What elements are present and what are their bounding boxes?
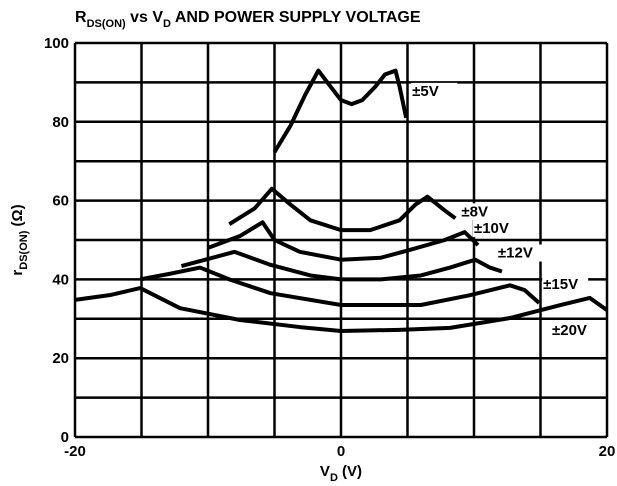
series-line [228,186,457,233]
y-label-part: DS(ON) [18,230,30,269]
label-bg [551,322,597,340]
label-bg [472,220,519,238]
x-label-part: V [320,463,330,480]
label-bg [542,276,589,294]
label-bg [496,244,543,262]
y-label-part: r [9,270,26,276]
x-axis-label: VD (V) [320,463,362,484]
x-label-part: (V) [338,463,362,480]
title-part: DS(ON) [87,18,126,30]
series-line [180,249,503,282]
y-tick-label: 40 [52,271,69,288]
series-label: ±12V [498,245,533,262]
y-tick-label: 60 [52,193,69,210]
y-axis-label: rDS(ON) (Ω) [9,204,30,275]
series-line [272,68,409,154]
label-bg [411,82,458,100]
series-label: ±8V [461,203,488,220]
series-label: ±15V [543,276,578,293]
title-part: AND POWER SUPPLY VOLTAGE [171,9,421,26]
y-tick-label: 0 [61,429,69,446]
title-part: D [163,18,171,30]
series-label: ±10V [474,220,509,237]
title-part: vs V [126,9,164,26]
series-label: ±20V [552,322,587,339]
series-line [139,265,541,308]
series-label: ±5V [412,83,439,100]
title-part: R [75,9,87,26]
chart-title: RDS(ON) vs VD AND POWER SUPPLY VOLTAGE [75,9,421,30]
x-tick-label: -20 [64,443,86,460]
series-line [207,220,480,262]
label-bg [460,203,507,221]
y-tick-label: 20 [52,350,69,367]
y-tick-label: 80 [52,114,69,131]
x-tick-label: 0 [337,443,345,460]
series-line [74,286,609,334]
x-tick-label: 20 [599,443,616,460]
y-tick-label: 100 [44,35,69,52]
y-label-part: (Ω) [9,204,26,230]
x-label-part: D [330,472,338,484]
